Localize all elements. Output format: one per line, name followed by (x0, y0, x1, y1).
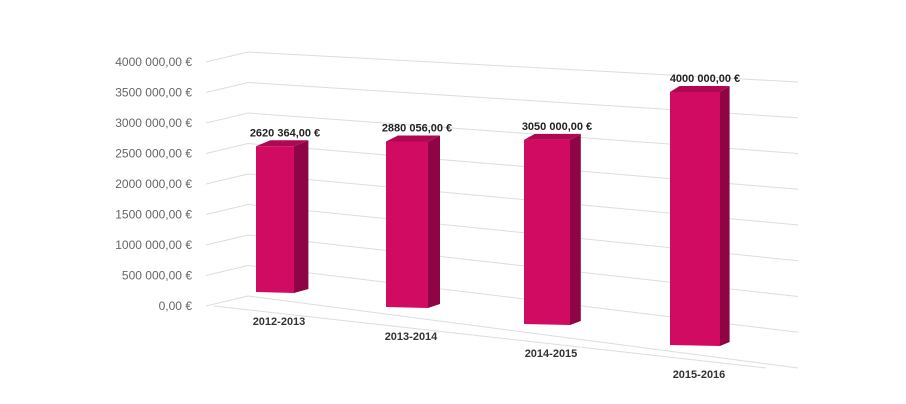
grid-line-left (205, 112, 249, 124)
y-tick-label: 1000 000,00 € (115, 238, 192, 252)
bar-front (670, 92, 720, 346)
floor-line (213, 305, 767, 369)
bar-side (294, 140, 309, 293)
grid-line-left (205, 82, 249, 93)
data-label: 4000 000,00 € (670, 73, 740, 85)
x-tick-label: 2012-2013 (253, 316, 306, 328)
y-tick-label: 1500 000,00 € (115, 208, 192, 222)
y-tick-label: 2500 000,00 € (115, 147, 192, 161)
bar-front (386, 141, 428, 308)
data-label: 3050 000,00 € (522, 121, 592, 133)
grid-line-left (205, 265, 249, 276)
grid-line (247, 51, 799, 83)
x-axis-category-labels: 2012-2013 2013-2014 2014-2015 2015-2016 (253, 316, 726, 381)
grid-line (247, 295, 799, 369)
bar-top (670, 86, 730, 92)
bar-top (524, 133, 581, 140)
bar (386, 135, 440, 308)
grid-line-left (205, 51, 249, 63)
grid-line-left (205, 173, 249, 185)
bar-front (524, 139, 570, 325)
data-labels: 2620 364,00 € 2880 056,00 € 3050 000,00 € 4… (250, 73, 740, 139)
y-axis-tick-labels: 0,00 € 500 000,00 € 1000 000,00 € 1500 000,… (115, 55, 192, 313)
x-tick-label: 2015-2016 (673, 369, 726, 381)
bar (670, 86, 730, 346)
y-tick-label: 2000 000,00 € (115, 177, 192, 191)
bars (256, 86, 730, 346)
bar-side (570, 133, 581, 325)
grid-line-left (205, 143, 249, 154)
bar-side (428, 135, 440, 308)
y-tick-label: 4000 000,00 € (115, 55, 192, 69)
grid-line-left (205, 204, 249, 215)
bar-top (256, 140, 309, 147)
x-tick-label: 2014-2015 (525, 348, 578, 360)
bar-side (720, 86, 730, 346)
bar (524, 133, 581, 325)
grid-line-left (205, 234, 249, 246)
bar (256, 140, 309, 293)
data-label: 2880 056,00 € (382, 123, 452, 135)
y-tick-label: 3500 000,00 € (115, 86, 192, 100)
y-tick-label: 0,00 € (159, 299, 193, 313)
x-tick-label: 2013-2014 (385, 331, 438, 343)
data-label: 2620 364,00 € (250, 127, 320, 139)
y-tick-label: 500 000,00 € (122, 269, 192, 283)
y-tick-label: 3000 000,00 € (115, 116, 192, 130)
grid-line-left (205, 295, 249, 307)
bar-top (386, 135, 440, 142)
bar-front (256, 146, 294, 293)
